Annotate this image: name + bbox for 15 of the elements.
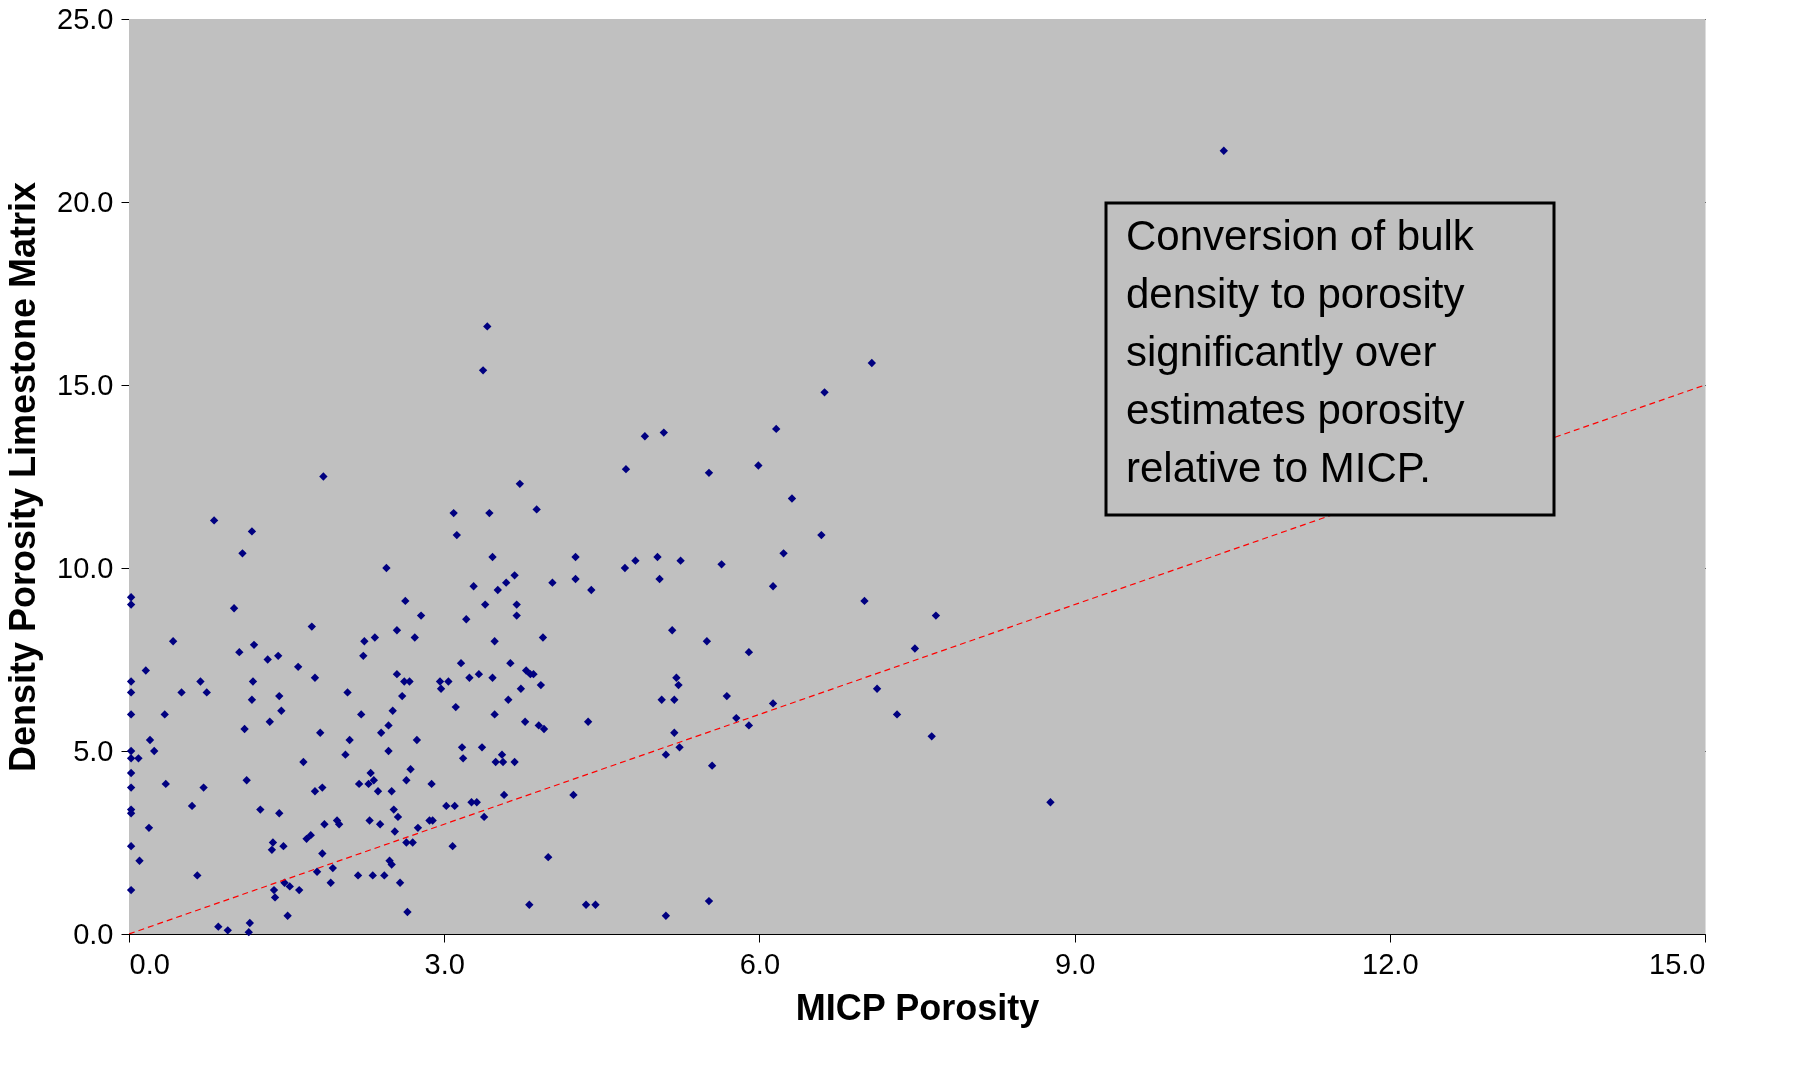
y-axis-title: Density Porosity Limestone Matrix: [2, 181, 44, 773]
y-tick-label: 5.0: [73, 734, 114, 767]
y-tick-label: 0.0: [73, 917, 114, 950]
y-tick-label: 15.0: [57, 368, 114, 401]
x-tick-label: 15.0: [1649, 947, 1706, 980]
y-tick-label: 20.0: [57, 185, 114, 218]
x-tick-label: 0.0: [129, 947, 170, 980]
x-tick-label: 3.0: [424, 947, 465, 980]
y-tick-label: 10.0: [57, 551, 114, 584]
x-axis-title: MICP Porosity: [795, 986, 1040, 1028]
x-tick-label: 6.0: [739, 947, 781, 980]
annotation: Conversion of bulk density to porosity significantly over estimates porosity relative to MICP.: [1126, 212, 1475, 491]
x-tick-label: 12.0: [1362, 947, 1419, 980]
y-tick-label: 25.0: [57, 2, 114, 35]
x-tick-label: 9.0: [1054, 947, 1096, 980]
